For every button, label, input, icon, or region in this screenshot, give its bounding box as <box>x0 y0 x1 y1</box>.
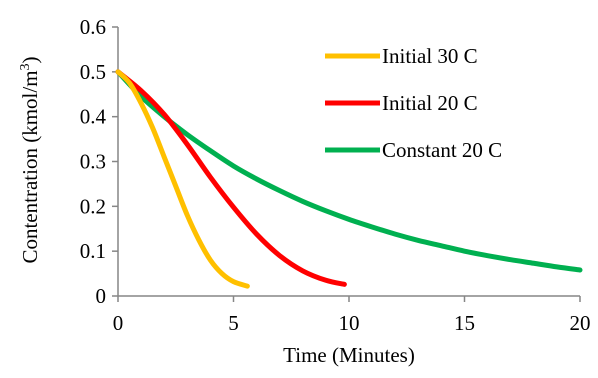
series-line-constant-20-c <box>115 69 583 273</box>
x-tick-label: 20 <box>570 311 591 335</box>
y-tick-label: 0.6 <box>80 15 106 39</box>
legend-label: Constant 20 C <box>382 138 502 162</box>
y-tick-label: 0.2 <box>80 194 106 218</box>
y-tick-label: 0.4 <box>80 105 107 129</box>
y-axis: 0 0.1 0.2 0.3 0.4 0.5 0.6 <box>80 15 119 308</box>
y-tick-label: 0 <box>96 284 107 308</box>
x-tick-label: 0 <box>113 311 124 335</box>
y-axis-title-superscript: 3 <box>18 63 33 70</box>
legend: Initial 30 C Initial 20 C Constant 20 C <box>325 44 502 162</box>
x-axis-title: Time (Minutes) <box>283 343 415 367</box>
series-line-initial-30-c <box>115 69 250 289</box>
series-line-initial-20-c <box>115 69 347 287</box>
y-tick-label: 0.1 <box>80 239 106 263</box>
legend-item: Initial 30 C <box>325 44 478 68</box>
legend-item: Initial 20 C <box>325 91 478 115</box>
legend-item: Constant 20 C <box>325 138 502 162</box>
legend-label: Initial 30 C <box>382 44 478 68</box>
y-axis-title-close: ) <box>18 56 42 63</box>
legend-label: Initial 20 C <box>382 91 478 115</box>
x-axis: 0 5 10 15 20 <box>113 295 591 335</box>
x-tick-label: 15 <box>454 311 475 335</box>
y-tick-label: 0.5 <box>80 60 106 84</box>
x-tick-label: 10 <box>339 311 360 335</box>
y-axis-title-main: Contentration (kmol/m <box>18 70 42 263</box>
x-tick-label: 5 <box>228 311 239 335</box>
series-lines <box>115 69 583 289</box>
y-tick-label: 0.3 <box>80 150 106 174</box>
y-axis-title: Contentration (kmol/m3) <box>18 56 42 263</box>
